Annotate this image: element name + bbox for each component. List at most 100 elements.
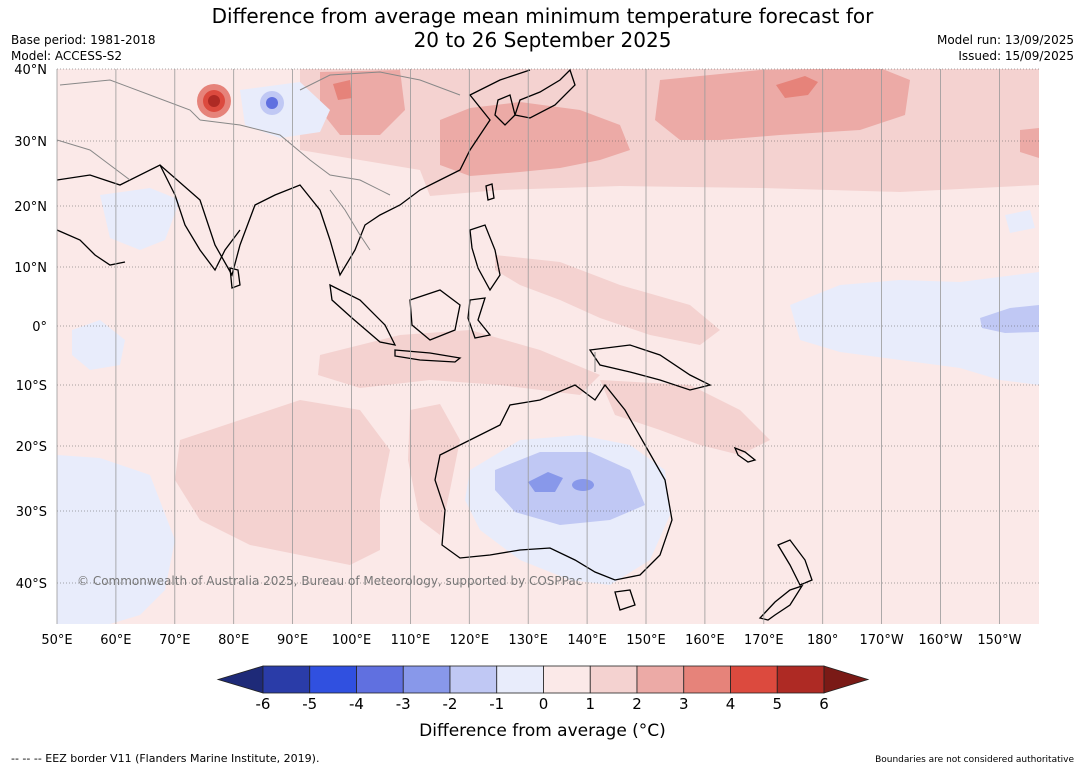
lon-label: 100°E xyxy=(332,633,372,648)
coast-sulawesi xyxy=(467,297,492,339)
colorbar-bin xyxy=(496,665,544,694)
warm-2-3-north-pacific xyxy=(655,69,910,140)
lon-label: 170°W xyxy=(860,633,904,648)
coast-arabia xyxy=(57,229,126,266)
colorbar-ticks: -6 -5 -4 -3 -2 -1 0 1 2 3 4 5 6 xyxy=(256,695,829,713)
lon-label: 150°E xyxy=(626,633,666,648)
colorbar-bin xyxy=(636,665,685,694)
lat-label: 10°S xyxy=(16,379,47,394)
warm-region-pacific xyxy=(495,255,720,345)
title-line-1: Difference from average mean minimum tem… xyxy=(211,4,874,28)
lon-label: 70°E xyxy=(159,633,190,648)
colorbar-underflow-triangle xyxy=(216,665,264,694)
border-china-south xyxy=(199,119,391,196)
lon-label: 170°E xyxy=(744,633,784,648)
lon-label: 120°E xyxy=(450,633,490,648)
cool-region-equatorial-pacific xyxy=(790,272,1039,385)
coast-new-zealand-north xyxy=(777,539,813,586)
colorbar-tick-label: 1 xyxy=(585,695,595,713)
colorbar-bin xyxy=(589,665,638,694)
lat-label: 30°N xyxy=(14,135,47,150)
colorbar-tick-label: 0 xyxy=(539,695,549,713)
coastlines xyxy=(57,69,813,621)
axis-labels: 40°N 30°N 20°N 10°N 0° 10°S 20°S 30°S 40°S 50°E 60… xyxy=(14,63,1021,648)
coast-tasmania xyxy=(614,589,636,611)
model-name: Model: ACCESS-S2 xyxy=(11,49,123,63)
colorbar-tick-label: -1 xyxy=(489,695,504,713)
cool-region-india xyxy=(100,188,180,250)
coast-asia-mainland xyxy=(57,69,531,277)
colorbar-bin xyxy=(356,665,404,694)
colorbar-bin xyxy=(262,665,311,694)
colorbar-bin xyxy=(309,665,357,694)
warm-2-3-china xyxy=(440,102,630,176)
cool-1-2-australia xyxy=(495,452,645,525)
lat-label: 20°N xyxy=(14,200,47,215)
colorbar-tick-label: -4 xyxy=(349,695,364,713)
coast-java xyxy=(394,349,462,363)
lat-label: 40°S xyxy=(16,577,47,592)
title-line-2: 20 to 26 September 2025 xyxy=(413,28,672,52)
warm-region-indian-ocean xyxy=(175,400,390,565)
colorbar-tick-label: 4 xyxy=(726,695,736,713)
lon-label: 60°E xyxy=(100,633,131,648)
lon-label: 130°E xyxy=(508,633,548,648)
coast-philippines xyxy=(469,224,501,292)
colorbar-tick-label: 2 xyxy=(632,695,642,713)
coast-sri-lanka xyxy=(229,267,241,289)
colorbar-tick-label: -3 xyxy=(396,695,411,713)
coast-new-caledonia xyxy=(733,446,757,463)
border-mongolia xyxy=(299,71,461,96)
hotspot-inner xyxy=(208,95,220,107)
coast-japan xyxy=(514,69,576,119)
colorbar-bin xyxy=(449,665,498,694)
lon-label: 160°W xyxy=(918,633,962,648)
colorbar-tick-label: 6 xyxy=(819,695,829,713)
graticule xyxy=(56,68,1039,624)
lon-label: 160°E xyxy=(685,633,725,648)
colorbar-tick-label: 5 xyxy=(772,695,782,713)
map-field xyxy=(57,69,1039,624)
boundaries-note: Boundaries are not considered authoritat… xyxy=(875,755,1074,765)
colorbar-bin xyxy=(543,665,591,694)
lat-label: 40°N xyxy=(14,63,47,78)
lon-label: 180° xyxy=(807,633,838,648)
lon-label: 50°E xyxy=(41,633,72,648)
cool-1-2-pacific xyxy=(980,305,1039,333)
colorbar-tick-label: -6 xyxy=(256,695,271,713)
lon-label: 140°E xyxy=(567,633,607,648)
cool-region-east xyxy=(1005,210,1035,233)
colorbar xyxy=(216,665,870,694)
lat-label: 20°S xyxy=(16,440,47,455)
model-run: Model run: 13/09/2025 xyxy=(936,33,1074,47)
lat-label: 10°N xyxy=(14,261,47,276)
eez-note: -- -- -- EEZ border V11 (Flanders Marine… xyxy=(11,752,320,765)
cool-2-3-australia-west xyxy=(528,472,563,492)
colorbar-title: Difference from average (°C) xyxy=(419,721,666,741)
coast-korea xyxy=(494,94,516,126)
cool-region-arabian-sea xyxy=(72,320,125,370)
colorbar-tick-label: -2 xyxy=(443,695,458,713)
cool-2-3-tibet xyxy=(266,97,278,109)
coast-sumatra xyxy=(329,283,397,346)
coast-new-guinea xyxy=(588,344,712,391)
warm-3-4-mongolia xyxy=(333,80,352,100)
warm-region-coral-sea xyxy=(600,380,770,455)
meta-left: Base period: 1981-2018 Model: ACCESS-S2 xyxy=(11,32,156,64)
lon-label: 80°E xyxy=(218,633,249,648)
cool-2-3-australia-east xyxy=(572,479,594,491)
map-title: Difference from average mean minimum tem… xyxy=(0,4,1085,52)
warm-2-3-east xyxy=(1020,128,1039,158)
meta-right: Model run: 13/09/2025 Issued: 15/09/2025 xyxy=(937,32,1074,64)
warm-3-4-pacific xyxy=(776,76,818,98)
warm-region-maritime xyxy=(318,330,600,395)
border-iran xyxy=(57,139,131,181)
lon-label: 90°E xyxy=(277,633,308,648)
coast-new-zealand-south xyxy=(758,584,804,621)
colorbar-overflow-triangle xyxy=(823,665,870,694)
issued-date: Issued: 15/09/2025 xyxy=(958,49,1074,63)
border-indochina xyxy=(329,189,371,251)
country-borders xyxy=(57,71,596,372)
lon-label: 150°W xyxy=(977,633,1021,648)
